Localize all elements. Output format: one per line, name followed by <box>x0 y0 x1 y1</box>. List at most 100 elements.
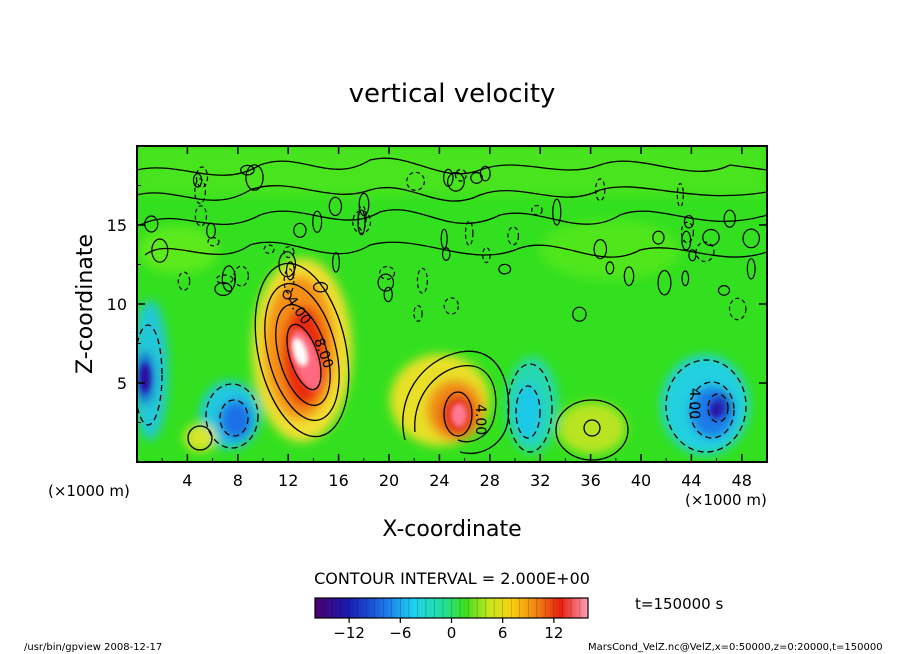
turbulence-contour <box>221 265 236 292</box>
turbulence-contour <box>192 173 203 188</box>
y-axis-label: Z-coordinate <box>73 234 98 374</box>
x-tick-label: 4 <box>182 471 192 490</box>
turbulence-contour <box>215 274 234 285</box>
turbulence-contour <box>214 282 233 297</box>
turbulence-contour <box>332 251 341 273</box>
turbulence-contour <box>746 258 756 280</box>
turbulence-contour <box>702 228 720 247</box>
turbulence-contour <box>623 266 635 287</box>
colorbar-tick-label: 12 <box>544 624 563 642</box>
time-label: t=150000 s <box>635 595 723 613</box>
turbulence-contour <box>593 239 608 260</box>
x-tick-label: 12 <box>278 471 298 490</box>
turbulence-contour <box>313 281 329 293</box>
turbulence-contour <box>498 263 512 275</box>
colorbar-ticks: −12 −6 0 6 12 <box>333 618 563 642</box>
updraft-region-36 <box>558 402 626 454</box>
x-unit-right: (×1000 m) <box>685 491 767 509</box>
turbulence-contour <box>605 261 615 275</box>
turbulence-contour <box>383 286 393 303</box>
turbulence-contour <box>195 166 209 188</box>
turbulence-contour <box>482 247 491 264</box>
plot-area <box>137 146 767 462</box>
colorbar-tick-label: −6 <box>389 624 411 642</box>
turbulence-contour <box>531 204 543 216</box>
turbulence-contour <box>728 297 747 321</box>
turbulence-contour <box>379 265 396 280</box>
turbulence-contour <box>328 196 343 217</box>
turbulence-contour <box>194 205 208 227</box>
turbulence-contour <box>681 270 690 287</box>
turbulence-contour <box>688 249 697 262</box>
colorbar-tick-label: 0 <box>447 624 457 642</box>
turbulence-contour <box>278 251 297 278</box>
turbulence-contour <box>144 215 159 233</box>
x-axis: 4 8 12 16 20 24 28 32 36 40 44 48 <box>161 146 752 490</box>
turbulence-contour <box>447 171 465 192</box>
x-tick-label: 28 <box>480 471 500 490</box>
chart-title: vertical velocity <box>349 79 556 109</box>
turbulence-contour <box>507 226 520 246</box>
turbulence-contour <box>283 268 295 294</box>
turbulence-contour <box>717 285 731 296</box>
turbulence-contour <box>443 297 459 315</box>
colorbar-gradient <box>315 598 588 618</box>
turbulence-contour <box>245 164 264 191</box>
turbulence-contour <box>416 267 428 294</box>
x-tick-label: 40 <box>631 471 651 490</box>
turbulence-contours <box>144 164 760 322</box>
turbulence-contour <box>680 221 695 244</box>
turbulence-contour <box>263 244 275 254</box>
x-tick-label: 8 <box>233 471 243 490</box>
y-tick-label: 15 <box>107 216 127 235</box>
turbulence-contour <box>464 220 474 246</box>
turbulence-contour <box>470 171 484 184</box>
x-tick-label: 44 <box>681 471 701 490</box>
footer-right: MarsCond_VelZ.nc@VelZ,x=0:50000,z=0:2000… <box>588 642 883 653</box>
turbulence-contour <box>683 214 695 229</box>
turbulence-contour <box>177 271 191 291</box>
turbulence-contour <box>357 205 367 232</box>
turbulence-contour <box>440 228 448 249</box>
x-tick-label: 20 <box>379 471 399 490</box>
footer-left: /usr/bin/gpview 2008-12-17 <box>24 642 162 653</box>
turbulence-contour <box>454 169 467 182</box>
turbulence-contour <box>676 182 684 208</box>
turbulence-contour <box>742 228 760 249</box>
turbulence-contour <box>293 222 307 238</box>
contour-lines-negative <box>137 324 747 453</box>
turbulence-contour <box>282 289 292 300</box>
x-tick-label: 16 <box>328 471 348 490</box>
colorbar: −12 −6 0 6 12 <box>314 597 589 642</box>
turbulence-contour <box>358 192 370 217</box>
x-tick-label: 36 <box>580 471 600 490</box>
turbulence-contour <box>552 198 562 226</box>
turbulence-contour <box>442 168 454 187</box>
turbulence-contour <box>413 305 423 322</box>
y-axis: 5 10 15 <box>107 185 767 423</box>
y-tick-label: 10 <box>107 295 127 314</box>
x-tick-label: 24 <box>429 471 449 490</box>
turbulence-contour <box>657 269 672 296</box>
turbulence-contour <box>652 230 665 245</box>
colorbar-tick-label: −12 <box>333 624 365 642</box>
contour-label: 4.00 <box>472 404 488 435</box>
turbulence-contour <box>206 222 216 239</box>
velocity-cores <box>140 329 722 427</box>
turbulence-contour <box>151 238 169 263</box>
turbulence-contour <box>595 178 606 202</box>
contour-lines <box>137 157 767 461</box>
colorbar-tick-label: 6 <box>498 624 508 642</box>
updraft-region-4 <box>184 424 216 452</box>
turbulence-contour <box>723 209 736 228</box>
x-tick-label: 32 <box>530 471 550 490</box>
turbulence-contour <box>240 164 255 176</box>
turbulence-contour <box>233 265 249 287</box>
turbulence-contour <box>441 247 451 261</box>
turbulence-contour <box>377 273 395 292</box>
turbulence-contour <box>406 171 426 191</box>
y-tick-label: 5 <box>117 374 127 393</box>
contour-interval: CONTOUR INTERVAL = 2.000E+00 <box>314 569 590 588</box>
turbulence-contour <box>572 306 587 322</box>
